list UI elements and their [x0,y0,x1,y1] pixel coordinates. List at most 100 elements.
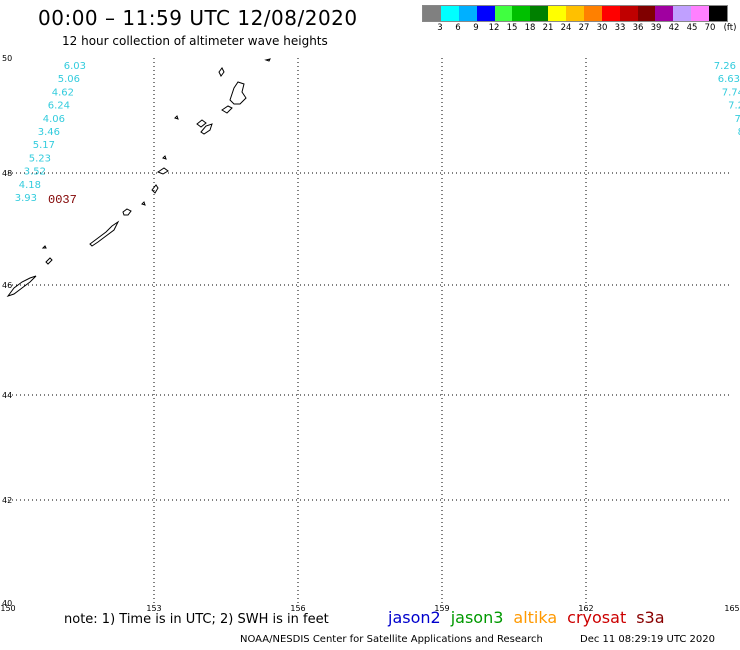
swh-value: 3.46 [38,127,60,138]
swh-value: 7.2 [728,101,740,112]
mission-legend: jason2 jason3 altika cryosat s3a [388,608,675,627]
longitude-label: 156 [290,604,305,613]
latitude-label: 48 [2,169,12,178]
mission-name: cryosat [567,608,627,627]
legend-swatch [476,6,495,21]
swh-value: 5.23 [29,153,51,164]
legend-label: 70 [704,23,716,33]
legend-swatch [458,6,477,21]
longitude-label: 153 [146,604,161,613]
legend-swatch [673,6,692,21]
latitude-label: 50 [2,54,12,63]
island [45,257,53,265]
legend-swatch [655,6,674,21]
swh-value: 4.06 [43,114,65,125]
coastline [6,58,271,297]
island [264,58,271,62]
altimeter-track-west: 6.03 5.06 4.62 6.24 4.06 3.46 5.17 5.23 3.52 4.18… [15,61,86,204]
page-title: 00:00 – 11:59 UTC 12/08/2020 [38,6,358,30]
legend-label: 36 [632,23,644,33]
legend-swatch [440,6,459,21]
swh-value: 6.03 [64,61,86,72]
island [6,275,37,297]
legend-label: 15 [506,23,518,33]
legend-swatch [691,6,709,21]
legend-label: 42 [668,23,680,33]
swh-value: 4.62 [52,87,74,98]
swh-value: 6.24 [48,101,70,112]
legend-swatch [530,6,549,21]
footer-note: note: 1) Time is in UTC; 2) SWH is in fe… [64,612,329,627]
legend-swatch [601,6,620,21]
legend-swatch [566,6,584,21]
legend-label: 21 [542,23,554,33]
longitude-label: 159 [434,604,449,613]
longitude-label: 162 [578,604,593,613]
island [156,167,169,175]
legend-swatch [512,6,531,21]
legend-swatch [709,6,727,21]
longitude-labels: 150 153 156 159 162 165 [0,604,739,613]
latitude-label: 46 [2,281,12,290]
mission-name: altika [513,608,558,627]
mission-name: jason2 [388,608,441,627]
swh-value: 7.26 [714,61,736,72]
legend-label: 39 [650,23,662,33]
island [89,220,120,247]
swh-value: 3.52 [24,167,46,178]
legend-label: 33 [614,23,626,33]
legend-label: 30 [596,23,608,33]
swh-value: 7.74 [722,87,740,98]
legend-label: 27 [578,23,590,33]
credit-line: NOAA/NESDIS Center for Satellite Applica… [240,634,543,645]
legend-swatch [637,6,656,21]
pass-time-label: 0037 [48,193,77,207]
legend-label: 12 [488,23,500,33]
legend-swatch [619,6,638,21]
longitude-label: 165 [724,604,739,613]
island [229,81,247,105]
island [122,208,132,216]
legend-label: 9 [473,23,479,33]
graticule [8,58,732,603]
legend-swatch [583,6,602,21]
longitude-label: 150 [0,604,15,613]
swh-value: 5.17 [33,140,55,151]
color-legend: 3 6 9 12 15 18 21 24 27 30 33 36 39 42 45 70 (ft) [422,5,736,33]
swh-value: 8 [738,127,740,138]
legend-label: 24 [560,23,572,33]
altimeter-track-east: 7.26 6.63 7.74 7.2 7. 8 [714,61,740,138]
legend-swatches [422,5,728,22]
legend-swatch [548,6,566,21]
island [41,245,47,249]
island [174,115,179,120]
mission-name: s3a [636,608,665,627]
legend-label: 18 [524,23,536,33]
legend-swatch [423,6,441,21]
legend-label: 45 [686,23,698,33]
swh-value: 4.18 [19,180,41,191]
latitude-label: 44 [2,391,12,400]
legend-labels: 3 6 9 12 15 18 21 24 27 30 33 36 39 42 45 70 (ft) [422,23,740,35]
legend-label: 3 [437,23,443,33]
page-subtitle: 12 hour collection of altimeter wave hei… [62,34,328,48]
island [200,123,213,135]
legend-label: 6 [455,23,461,33]
generated-date: Dec 11 08:29:19 UTC 2020 [580,634,715,645]
island [196,119,207,128]
island [218,67,225,77]
island [221,105,233,114]
island [162,155,167,160]
latitude-label: 40 [2,599,12,608]
swh-value: 6.63 [718,74,740,85]
legend-units: (ft) [723,23,737,33]
swh-value: 5.06 [58,74,80,85]
latitude-labels: 50 48 46 44 42 40 [2,54,12,608]
swh-value: 3.93 [15,193,37,204]
island [141,201,146,206]
swh-value: 7. [734,114,740,125]
mission-name: jason3 [450,608,504,627]
island [151,184,159,194]
legend-swatch [494,6,513,21]
